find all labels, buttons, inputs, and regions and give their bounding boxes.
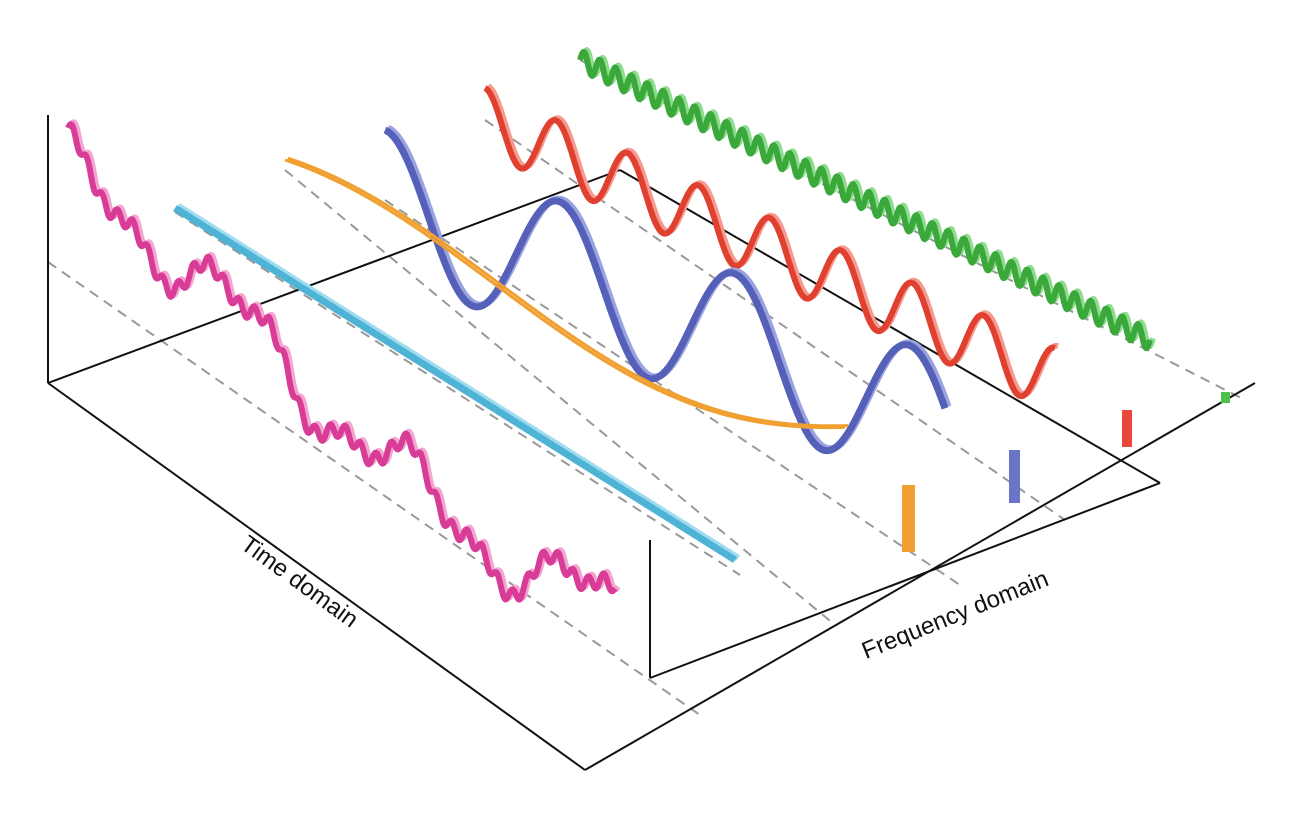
orange-bar [902,485,915,552]
frequency-back-edge [47,169,621,384]
waves [65,47,1156,603]
blue-bar [1009,450,1020,503]
spectrum-bars [902,392,1230,552]
baseline [174,211,741,576]
green-bar [1221,392,1230,403]
time-edge [47,382,586,771]
orange-wave [284,158,846,430]
frequency-axis [649,482,1161,679]
red-bar [1122,410,1132,447]
green-wave [577,48,1153,352]
time-domain-label: Time domain [236,531,363,634]
red-wave [482,85,1057,400]
frequency-domain-label: Frequency domain [858,565,1052,664]
front-edge [584,382,1256,771]
cyan-line [172,205,738,563]
blue-wave [382,126,949,455]
orange-wave-shade [287,156,849,428]
baseline [484,119,1066,521]
pink-signal [65,121,618,603]
pink-signal-shade [68,119,621,601]
baseline [47,261,701,716]
baselines [47,59,1246,716]
